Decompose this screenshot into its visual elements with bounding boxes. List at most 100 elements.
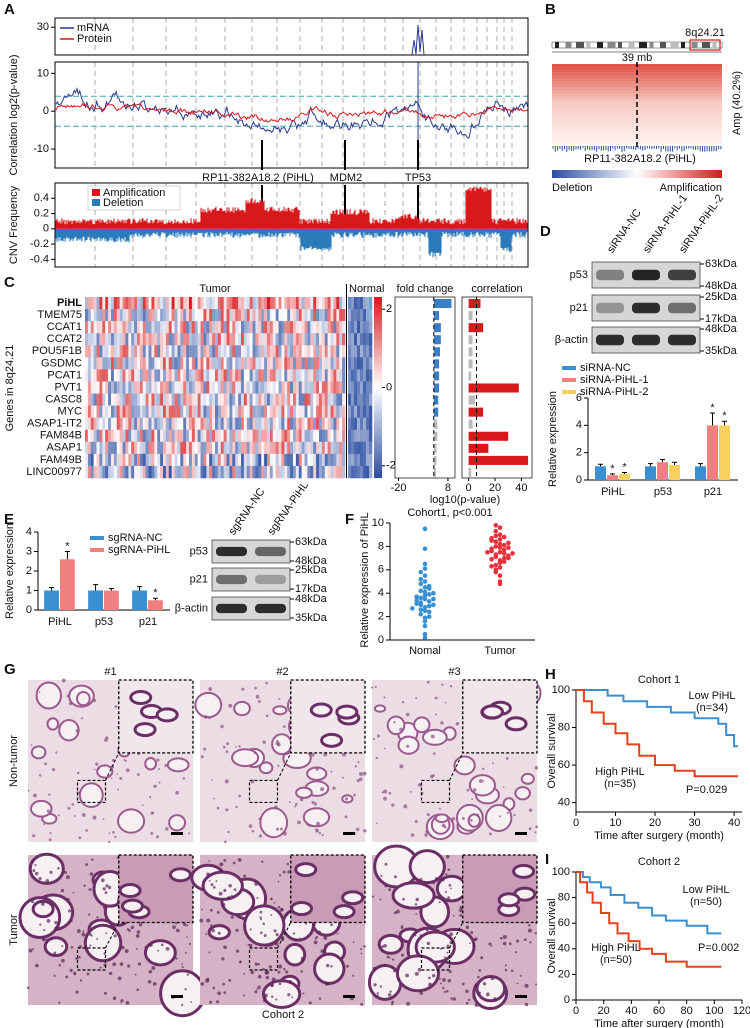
heatmap-cell (99, 297, 103, 310)
nucleus (393, 721, 396, 724)
nucleus (426, 680, 430, 684)
nucleus (478, 779, 483, 784)
heatmap-cell (125, 369, 129, 382)
nucleus (74, 973, 77, 976)
y-tick-label: 0 (43, 105, 49, 117)
nucleus (486, 992, 490, 997)
heatmap-cell (134, 441, 138, 455)
heatmap-cell (232, 429, 236, 443)
heatmap-cell (183, 453, 187, 467)
nucleus (432, 752, 436, 755)
nucleus (419, 878, 423, 881)
axis-label: Correlation log2(p-value) (8, 54, 20, 175)
y-tick-label: 0 (26, 604, 32, 616)
heatmap-cell (357, 333, 361, 346)
nucleus (203, 747, 207, 751)
ideogram (551, 41, 723, 49)
heatmap-cell (203, 465, 207, 479)
heatmap-cell (165, 357, 170, 370)
nucleus (485, 976, 488, 979)
nucleus (324, 981, 329, 986)
heatmap-cell (215, 465, 219, 479)
nucleus (45, 878, 50, 883)
nucleus (373, 737, 376, 740)
nucleus (88, 933, 92, 936)
ideogram-band (702, 42, 710, 48)
gland (155, 707, 179, 723)
blot-band (632, 269, 660, 281)
nucleus (264, 970, 269, 975)
nucleus (443, 956, 446, 959)
gene-label: PVT1 (54, 381, 82, 393)
heatmap-cell (229, 453, 233, 467)
heatmap-cell (357, 297, 361, 310)
gland (271, 733, 293, 756)
blot-band (668, 269, 696, 281)
heatmap-cell (321, 297, 326, 310)
nucleus (181, 963, 183, 965)
heatmap-cell (119, 417, 123, 431)
heatmap-cell (354, 417, 358, 431)
heatmap-cell (87, 465, 92, 479)
heatmap-cell (255, 453, 259, 467)
data-point (497, 537, 503, 542)
nucleus (102, 905, 106, 909)
heatmap-cell (357, 369, 361, 382)
heatmap-cell (241, 345, 245, 358)
heatmap-cell (241, 333, 245, 346)
heatmap-cell (96, 321, 100, 334)
nucleus (34, 871, 39, 876)
heatmap-cell (321, 429, 326, 443)
nucleus (134, 973, 137, 976)
heatmap-cell (212, 309, 216, 322)
gland (514, 786, 531, 801)
legend-swatch (90, 536, 104, 540)
heatmap-cell (229, 357, 233, 370)
heatmap-cell (102, 405, 106, 418)
heatmap-cell (197, 369, 201, 382)
gland (43, 936, 69, 958)
heatmap-cell (238, 429, 242, 443)
heatmap-cell (226, 381, 230, 394)
heatmap-cell (96, 429, 100, 443)
data-point (493, 562, 499, 568)
heatmap-cell (363, 417, 367, 431)
nucleus (449, 932, 454, 937)
nucleus (125, 1001, 130, 1005)
nucleus (208, 951, 211, 954)
nucleus (243, 874, 247, 878)
heatmap-cell (342, 429, 346, 443)
heatmap-cell (284, 333, 288, 346)
heatmap-cell (336, 393, 340, 406)
nucleus (318, 831, 321, 835)
heatmap-cell (290, 357, 294, 370)
heatmap-cell (96, 333, 100, 346)
heatmap-cell (200, 357, 204, 370)
axis-label: Relative expression (547, 391, 559, 487)
heatmap-cell (313, 417, 317, 431)
nucleus (468, 942, 471, 945)
bar (468, 455, 529, 465)
heatmap-cell (339, 465, 343, 479)
nucleus (490, 945, 493, 947)
nucleus (429, 774, 434, 779)
deletion-bars (55, 228, 528, 258)
nucleus (116, 773, 118, 775)
nucleus (111, 758, 115, 762)
nucleus (406, 744, 410, 748)
nucleus (262, 967, 265, 971)
heatmap-cell (295, 321, 300, 334)
nucleus (534, 766, 539, 770)
x-tick-label: 120 (733, 1005, 750, 1017)
heatmap-cell (310, 333, 314, 346)
gland (120, 898, 144, 914)
heatmap-cell (116, 369, 120, 382)
heatmap-cell (327, 321, 331, 334)
heatmap-cell (261, 333, 265, 346)
heatmap-cell (316, 453, 320, 467)
heatmap-cell (348, 369, 352, 382)
heatmap-cell (197, 453, 201, 467)
data-point (422, 635, 428, 640)
heatmap-cell (189, 393, 193, 406)
heatmap-cell (232, 381, 236, 394)
